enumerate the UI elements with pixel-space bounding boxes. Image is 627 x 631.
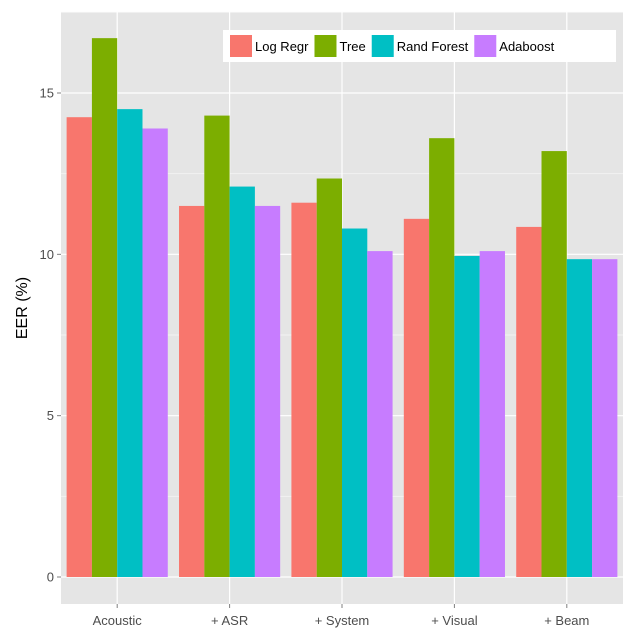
legend-key bbox=[474, 35, 497, 57]
bar-tree bbox=[541, 151, 567, 577]
bar-rand-forest bbox=[566, 259, 593, 577]
y-tick-label: 5 bbox=[47, 408, 54, 423]
legend-label: Rand Forest bbox=[397, 39, 469, 54]
legend-key bbox=[371, 35, 394, 57]
x-tick-label: + Beam bbox=[544, 613, 589, 628]
y-tick-label: 10 bbox=[40, 247, 54, 262]
y-axis-ticks: 0 5 10 15 bbox=[40, 86, 61, 585]
legend: Log Regr Tree Rand Forest Adaboost bbox=[223, 30, 616, 62]
legend-key bbox=[230, 35, 252, 57]
bar-log-regr bbox=[179, 205, 205, 577]
bar-adaboost bbox=[367, 251, 393, 577]
y-tick-label: 15 bbox=[40, 86, 54, 101]
x-tick-label: + System bbox=[315, 613, 370, 628]
bar-log-regr bbox=[66, 117, 92, 577]
bar-rand-forest bbox=[229, 186, 255, 577]
bar-tree bbox=[204, 115, 230, 577]
y-axis-title: EER (%) bbox=[14, 277, 31, 339]
legend-label: Log Regr bbox=[255, 39, 309, 54]
x-axis-ticks: Acoustic + ASR + System + Visual + Beam bbox=[93, 604, 589, 628]
bar-rand-forest bbox=[454, 255, 480, 578]
bar-tree bbox=[429, 138, 455, 577]
bar-log-regr bbox=[516, 226, 542, 577]
bar-rand-forest bbox=[117, 109, 143, 577]
y-tick-label: 0 bbox=[47, 570, 54, 585]
legend-label: Adaboost bbox=[499, 39, 554, 54]
bars-group bbox=[66, 38, 618, 578]
bar-log-regr bbox=[403, 218, 430, 577]
bar-tree bbox=[316, 178, 342, 578]
x-tick-label: + ASR bbox=[211, 613, 248, 628]
legend-background bbox=[223, 30, 616, 62]
bar-adaboost bbox=[479, 251, 505, 577]
x-tick-label: + Visual bbox=[431, 613, 477, 628]
bar-adaboost bbox=[142, 128, 168, 577]
bar-rand-forest bbox=[342, 228, 368, 577]
x-tick-label: Acoustic bbox=[93, 613, 143, 628]
legend-key bbox=[314, 35, 337, 57]
bar-adaboost bbox=[592, 259, 618, 577]
legend-label: Tree bbox=[339, 39, 365, 54]
bar-adaboost bbox=[254, 205, 281, 577]
bar-log-regr bbox=[291, 202, 317, 577]
bar-tree bbox=[91, 38, 118, 577]
